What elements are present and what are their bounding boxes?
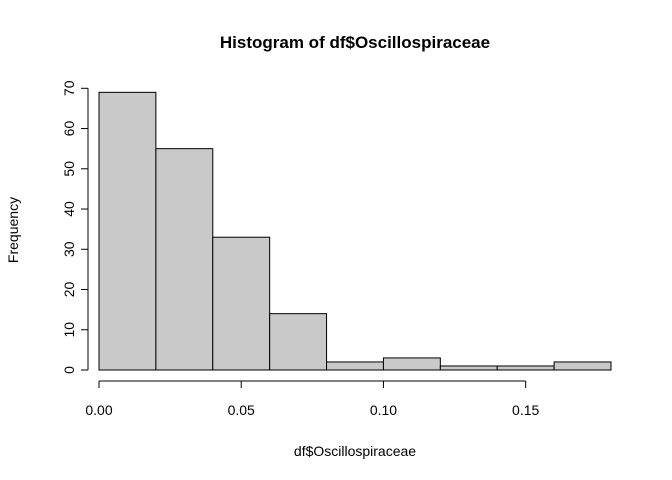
y-tick-label: 40 <box>61 201 77 217</box>
histogram-bar-3 <box>212 236 271 371</box>
histogram-bar-1 <box>98 91 157 371</box>
histogram-bar-7 <box>439 365 498 371</box>
chart-title: Histogram of df$Oscillospiraceae <box>220 33 490 52</box>
y-tick-label: 20 <box>61 282 77 298</box>
histogram-bar-6 <box>382 357 441 371</box>
x-tick-label: 0.15 <box>512 402 539 418</box>
x-axis: 0.00 0.05 0.10 0.15 <box>85 380 540 418</box>
histogram-bar-5 <box>326 361 384 371</box>
histogram-bar-8 <box>496 365 555 371</box>
y-tick-label: 70 <box>61 80 77 96</box>
y-tick-label: 60 <box>61 121 77 137</box>
x-tick-label: 0.10 <box>370 402 397 418</box>
y-tick-label: 30 <box>61 241 77 257</box>
bars-group <box>98 91 612 371</box>
histogram-bar-2 <box>155 148 214 371</box>
x-axis-label: df$Oscillospiraceae <box>294 443 416 459</box>
y-axis-label: Frequency <box>5 197 21 263</box>
x-tick-label: 0.00 <box>85 402 112 418</box>
histogram-bar-4 <box>269 313 328 371</box>
y-tick-label: 50 <box>61 161 77 177</box>
histogram-bar-9 <box>553 361 612 371</box>
y-axis: 0 10 20 30 40 50 60 70 <box>61 80 89 374</box>
x-tick-label: 0.05 <box>228 402 255 418</box>
y-tick-label: 0 <box>61 366 77 374</box>
y-tick-label: 10 <box>61 322 77 338</box>
